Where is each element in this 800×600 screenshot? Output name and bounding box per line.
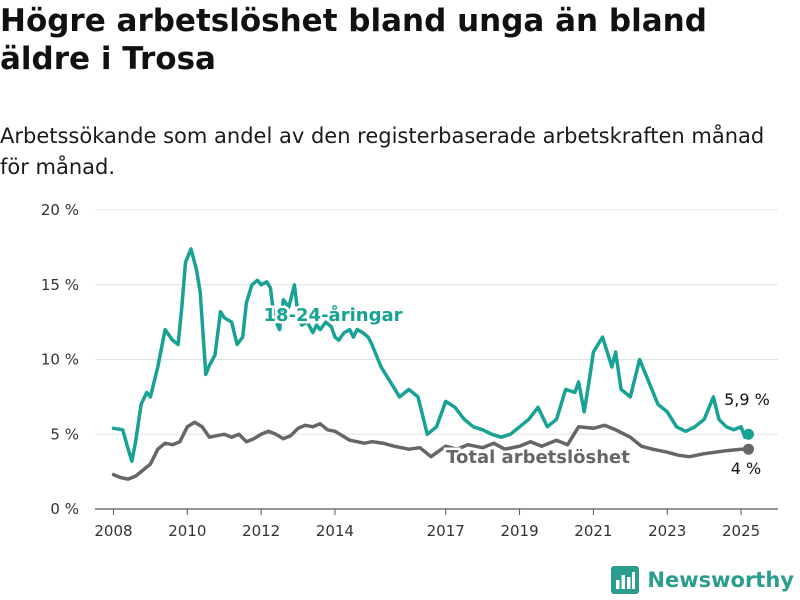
series-line-total [111, 420, 751, 481]
chart-title: Högre arbetslöshet bland unga än bland ä… [0, 3, 707, 77]
series-label-youth: 18-24-åringar [264, 304, 403, 326]
y-tick-label: 20 % [41, 201, 79, 219]
x-tick-label: 2012 [242, 522, 280, 540]
series-label-total: Total arbetslöshet [446, 447, 630, 468]
x-tick-label: 2019 [500, 522, 538, 540]
end-value-label-youth: 5,9 % [724, 390, 770, 409]
x-tick-label: 2014 [316, 522, 354, 540]
brand-name: Newsworthy [647, 568, 794, 592]
x-tick-label: 2010 [168, 522, 206, 540]
y-tick-label: 15 % [41, 276, 79, 294]
series-end-point [742, 428, 754, 440]
x-tick-label: 2023 [648, 522, 686, 540]
y-tick-label: 5 % [50, 425, 79, 443]
end-value-label-total: 4 % [731, 459, 761, 478]
x-tick-label: 2008 [94, 522, 132, 540]
y-tick-label: 10 % [41, 351, 79, 369]
series-end-point [742, 443, 754, 455]
chart-subtitle: Arbetssökande som andel av den registerb… [0, 124, 765, 179]
brand: Newsworthy [611, 566, 794, 594]
series-line-youth [111, 247, 751, 463]
newsworthy-logo-icon [611, 566, 640, 594]
y-tick-label: 0 % [50, 500, 79, 518]
x-tick-label: 2025 [722, 522, 760, 540]
x-tick-label: 2021 [574, 522, 612, 540]
x-tick-label: 2017 [427, 522, 465, 540]
